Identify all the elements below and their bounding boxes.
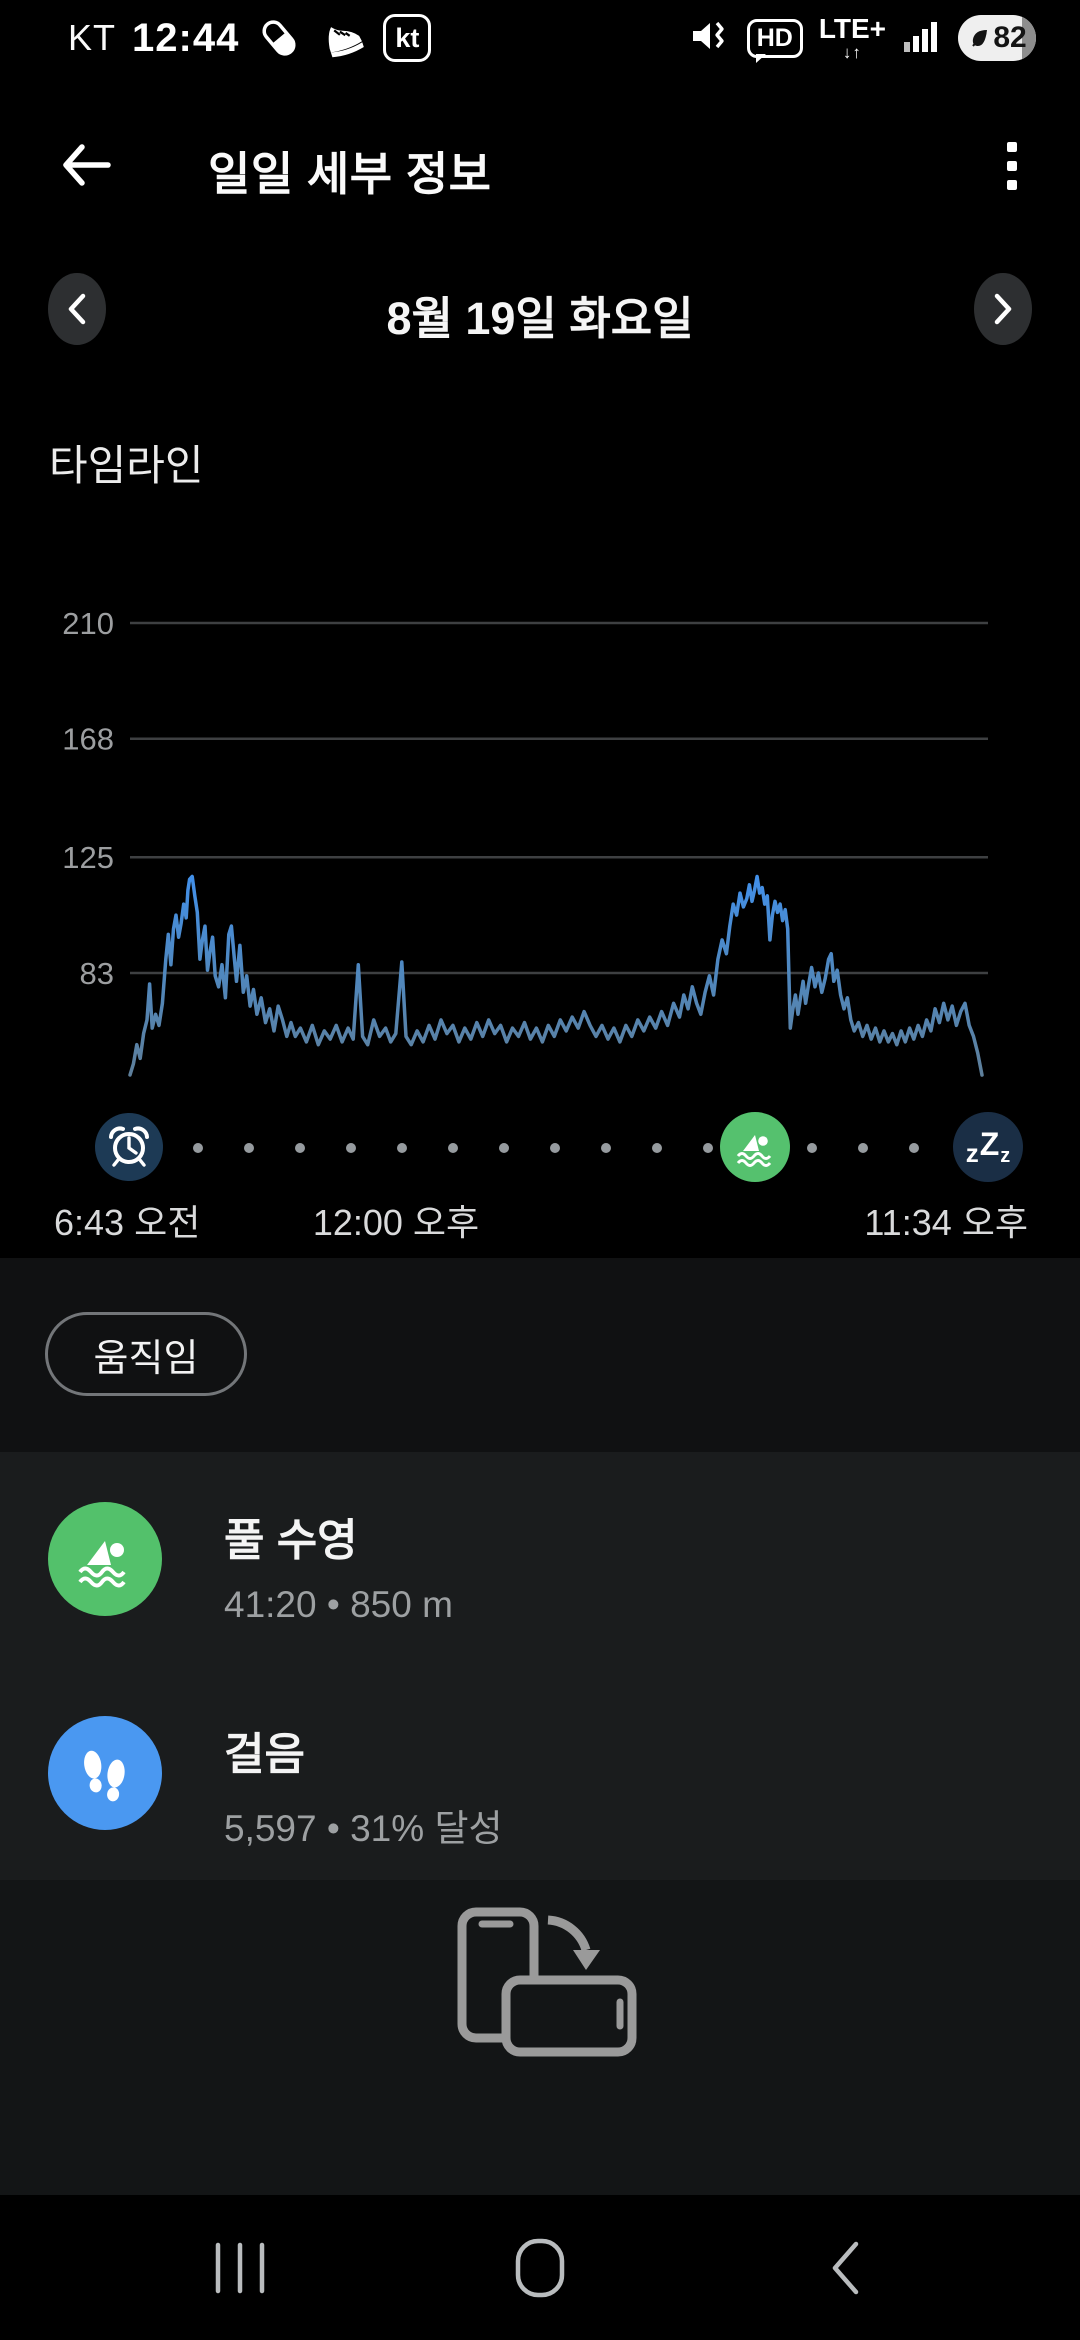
back-nav-button[interactable] — [755, 2195, 935, 2340]
svg-text:125: 125 — [62, 840, 114, 875]
timeline-section-title: 타임라인 — [49, 442, 204, 489]
kebab-dot — [1007, 161, 1017, 171]
back-arrow-icon — [63, 144, 111, 186]
heart-rate-line — [128, 874, 984, 1077]
sleep-z: Z — [979, 1126, 1000, 1162]
kebab-dot — [1007, 180, 1017, 190]
timeline-dot — [550, 1143, 560, 1153]
svg-text:83: 83 — [80, 956, 114, 991]
activity-stats: 5,597 • 31% 달성 — [224, 1808, 503, 1849]
timeline-dot — [858, 1143, 868, 1153]
timeline-dot — [909, 1143, 919, 1153]
alarm-icon — [109, 1126, 149, 1167]
battery-unfilled — [1021, 15, 1036, 61]
timeline-dot — [397, 1143, 407, 1153]
activity-texts: 풀 수영 41:20 • 850 m — [224, 1504, 453, 1626]
status-bar: KT 12:44 — [0, 0, 1080, 76]
network-arrows-icon: ↓↑ — [842, 43, 862, 62]
lte-plus-icon: LTE+ ↓↑ — [818, 13, 886, 62]
sleep-icon: z Z z — [966, 1128, 1011, 1166]
timeline-dot — [193, 1143, 203, 1153]
timeline-dot — [601, 1143, 611, 1153]
svg-text:210: 210 — [62, 606, 114, 641]
activity-title: 걸음 — [224, 1730, 305, 1779]
rotate-device-icon — [440, 1898, 640, 2073]
activity-row-steps[interactable]: 걸음 5,597 • 31% 달성 — [0, 1666, 1080, 1880]
swim-icon — [736, 1135, 772, 1167]
timeline-dot — [499, 1143, 509, 1153]
home-icon — [515, 2238, 565, 2297]
sleep-z: z — [1000, 1145, 1011, 1167]
recents-icon — [215, 2242, 265, 2293]
timeline-dot — [703, 1143, 713, 1153]
previous-day-button[interactable] — [48, 273, 106, 345]
back-button[interactable] — [56, 135, 116, 195]
movement-filter-button[interactable]: 움직임 — [45, 1312, 247, 1396]
chart-y-tick-labels: 210 168 125 83 — [62, 606, 114, 991]
wake-alarm-marker[interactable] — [95, 1113, 163, 1181]
activity-title: 풀 수영 — [224, 1516, 358, 1565]
timeline-dot — [807, 1143, 817, 1153]
back-chevron-icon — [832, 2241, 859, 2294]
network-type-label: LTE+ — [818, 13, 886, 44]
system-nav-bar — [0, 2195, 1080, 2340]
app-bar: 일일 세부 정보 — [0, 100, 1080, 230]
capsule-notification-icon — [257, 16, 301, 60]
chevron-left-icon — [68, 293, 86, 325]
hd-voice-icon: HD — [746, 18, 803, 63]
battery-percent-label: 82 — [993, 21, 1027, 54]
rotate-hint-panel — [0, 1880, 1080, 2195]
axis-noon-time: 12:00 오후 — [312, 1202, 480, 1243]
home-button[interactable] — [450, 2195, 630, 2340]
date-navigation: 8월 19일 화요일 — [0, 270, 1080, 350]
swim-icon — [78, 1541, 126, 1588]
date-label: 8월 19일 화요일 — [386, 293, 694, 344]
movement-panel: 움직임 — [0, 1258, 1080, 1452]
swim-avatar — [48, 1502, 162, 1616]
axis-start-time: 6:43 오전 — [54, 1202, 201, 1243]
activity-stats: 41:20 • 850 m — [224, 1584, 453, 1625]
recents-button[interactable] — [150, 2195, 330, 2340]
battery-content: 82 — [967, 21, 1027, 55]
chart-gridlines — [130, 621, 988, 975]
chevron-right-icon — [994, 293, 1012, 325]
timeline-event-row: z Z z — [0, 1100, 1080, 1200]
timeline-dot — [244, 1143, 254, 1153]
footprints-icon — [84, 1750, 125, 1802]
battery-indicator: 82 — [958, 15, 1036, 61]
signal-strength-icon — [902, 16, 942, 61]
status-bar-right: HD LTE+ ↓↑ — [671, 14, 1036, 63]
svg-text:168: 168 — [62, 722, 114, 757]
sleep-marker[interactable]: z Z z — [953, 1112, 1023, 1182]
next-day-button[interactable] — [974, 273, 1032, 345]
carrier-label: KT — [68, 17, 117, 58]
steps-avatar — [48, 1716, 162, 1830]
kt-app-icon-label: kt — [395, 22, 420, 53]
shoe-notification-icon — [319, 14, 367, 62]
timeline-dot — [448, 1143, 458, 1153]
activity-texts: 걸음 5,597 • 31% 달성 — [224, 1718, 503, 1852]
status-time: 12:44 — [132, 15, 240, 60]
axis-end-time: 11:34 오후 — [864, 1202, 1028, 1243]
status-bar-left: KT 12:44 — [68, 14, 432, 62]
activity-row-pool-swim[interactable]: 풀 수영 41:20 • 850 m — [0, 1452, 1080, 1666]
kt-app-icon: kt — [383, 14, 432, 62]
power-saving-leaf-icon — [972, 30, 988, 47]
chart-x-axis: 6:43 오전 12:00 오후 11:34 오후 — [0, 1194, 1080, 1243]
timeline-dot — [652, 1143, 662, 1153]
timeline-dot — [346, 1143, 356, 1153]
overflow-menu-button[interactable] — [988, 130, 1036, 202]
activities-list: 풀 수영 41:20 • 850 m 걸음 5, — [0, 1452, 1080, 1880]
page-title: 일일 세부 정보 — [208, 148, 492, 200]
heart-rate-timeline-chart[interactable]: 210 168 125 83 — [0, 560, 1080, 1100]
kebab-dot — [1007, 142, 1017, 152]
timeline-dot — [295, 1143, 305, 1153]
sleep-z: z — [965, 1138, 979, 1168]
vibrate-icon — [687, 14, 731, 63]
swim-activity-marker[interactable] — [720, 1112, 790, 1182]
